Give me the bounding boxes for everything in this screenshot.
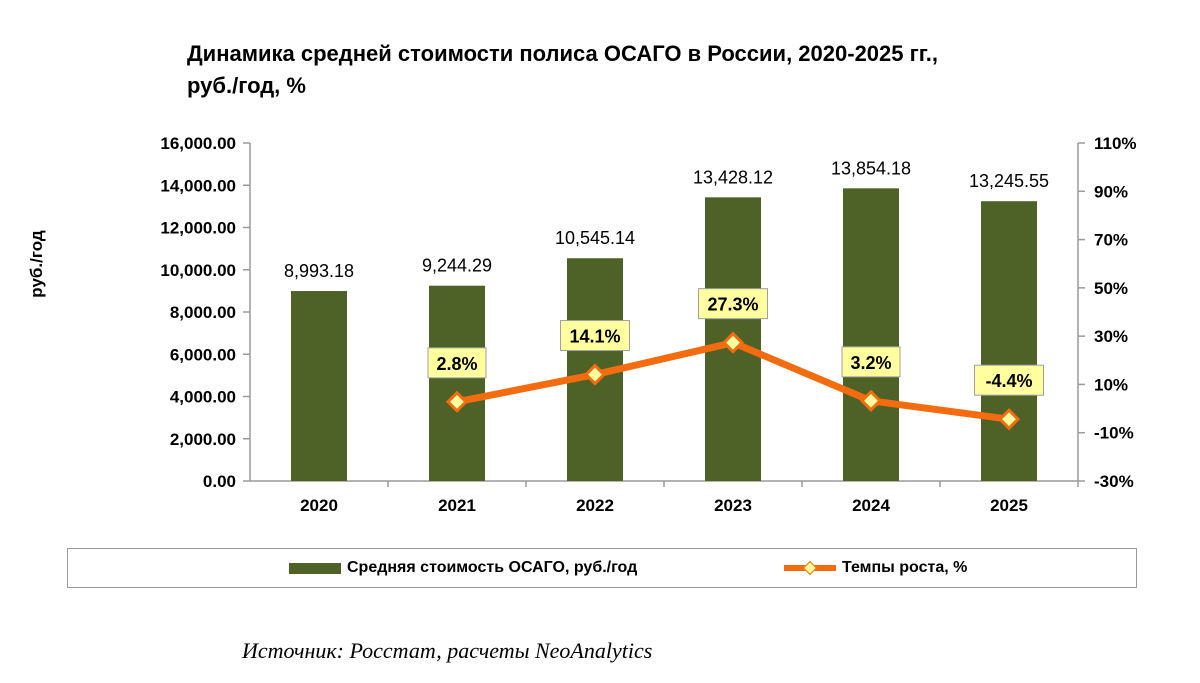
y-right-tick-label: 50%	[1094, 279, 1128, 298]
x-category-label: 2020	[300, 496, 338, 515]
legend-bar-swatch	[289, 562, 341, 574]
y-left-tick-label: 14,000.00	[160, 176, 236, 195]
legend-line-swatch	[784, 560, 836, 576]
bar-value-label: 13,428.12	[693, 167, 773, 187]
bar-value-label: 13,854.18	[831, 158, 911, 178]
growth-marker	[997, 408, 1021, 431]
x-category-label: 2022	[576, 496, 614, 515]
legend-item-line: Темпы роста, %	[784, 549, 967, 587]
y-left-tick-label: 4,000.00	[170, 388, 236, 407]
bar-value-label: 9,244.29	[422, 256, 492, 276]
y-right-tick-label: 10%	[1094, 375, 1128, 394]
growth-value-label: 3.2%	[850, 353, 891, 373]
chart-title: Динамика средней стоимости полиса ОСАГО …	[187, 38, 1147, 102]
growth-marker	[859, 389, 883, 412]
y-left-tick-label: 8,000.00	[170, 303, 236, 322]
growth-marker	[445, 390, 469, 413]
chart-title-line-1: Динамика средней стоимости полиса ОСАГО …	[187, 41, 938, 66]
x-category-label: 2024	[852, 496, 890, 515]
source-note: Источник: Росстат, расчеты NeoAnalytics	[242, 638, 653, 663]
growth-label-box	[427, 347, 487, 379]
bar	[429, 285, 485, 481]
legend-item-bars: Средняя стоимость ОСАГО, руб./год	[289, 549, 637, 587]
y-axis-right: 110% 90% 70% 50% 30% 10% -10% -30%	[1078, 134, 1137, 491]
bar-value-label: 8,993.18	[284, 261, 354, 281]
bar-series	[291, 188, 1037, 482]
y-left-tick-label: 16,000.00	[160, 134, 236, 153]
y-right-tick-label: -30%	[1094, 472, 1134, 491]
bar-value-label: 10,545.14	[555, 228, 635, 248]
growth-data-labels: 2.8% 14.1% 27.3% 3.2% -4.4%	[427, 288, 1044, 396]
x-category-label: 2021	[438, 496, 476, 515]
y-right-tick-label: 70%	[1094, 231, 1128, 250]
bar	[843, 188, 899, 481]
diamond-marker-icon	[802, 560, 818, 576]
x-category-label: 2023	[714, 496, 752, 515]
growth-marker	[721, 331, 745, 354]
y-left-tick-label: 10,000.00	[160, 261, 236, 280]
y-left-tick-label: 12,000.00	[160, 219, 236, 238]
growth-value-label: 2.8%	[436, 354, 477, 374]
growth-marker	[583, 363, 607, 386]
growth-label-box	[560, 320, 630, 352]
chart-plot: руб./год 16,000.00 14,000.00 12,000.00 10,0…	[27, 134, 1137, 515]
y-right-tick-label: 110%	[1094, 134, 1137, 153]
y-right-tick-label: 30%	[1094, 327, 1128, 346]
chart-legend: Средняя стоимость ОСАГО, руб./год Темпы …	[67, 548, 1137, 588]
growth-label-box	[841, 346, 901, 378]
y-axis-title: руб./год	[27, 230, 46, 298]
growth-label-box	[698, 288, 768, 320]
bar	[981, 201, 1037, 482]
x-axis-categories: 2020 2021 2022 2023 2024 2025	[300, 481, 1079, 515]
legend-label-bars: Средняя стоимость ОСАГО, руб./год	[347, 559, 638, 576]
growth-line-series	[445, 331, 1021, 431]
growth-value-label: 27.3%	[707, 295, 758, 315]
chart-axes	[249, 143, 1079, 482]
y-left-tick-label: 2,000.00	[170, 430, 236, 449]
y-left-tick-label: 0.00	[203, 472, 236, 491]
y-left-tick-label: 6,000.00	[170, 345, 236, 364]
y-right-tick-label: -10%	[1094, 424, 1134, 443]
bar-data-labels: 8,993.18 9,244.29 10,545.14 13,428.12 13,854…	[284, 158, 1049, 281]
growth-value-label: -4.4%	[985, 371, 1032, 391]
growth-label-box	[974, 364, 1044, 396]
chart-title-line-2: руб./год, %	[187, 73, 306, 98]
legend-label-line: Темпы роста, %	[842, 559, 968, 576]
bar-value-label: 13,245.55	[969, 171, 1049, 191]
y-axis-left: 16,000.00 14,000.00 12,000.00 10,000.00 8,00…	[160, 134, 250, 491]
growth-value-label: 14.1%	[569, 327, 620, 347]
bar	[291, 291, 347, 481]
x-category-label: 2025	[990, 496, 1028, 515]
y-right-tick-label: 90%	[1094, 182, 1128, 201]
